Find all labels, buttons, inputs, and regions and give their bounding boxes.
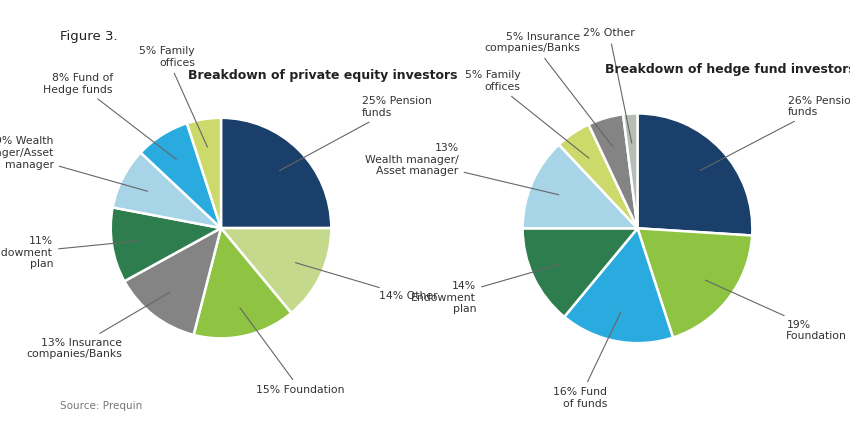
Text: 26% Pension
funds: 26% Pension funds: [700, 95, 850, 170]
Text: 2% Other: 2% Other: [583, 28, 635, 143]
Wedge shape: [523, 228, 638, 317]
Wedge shape: [564, 228, 673, 343]
Wedge shape: [110, 208, 221, 281]
Text: Breakdown of private equity investors: Breakdown of private equity investors: [188, 69, 457, 83]
Wedge shape: [558, 125, 638, 228]
Text: 14% Other: 14% Other: [296, 263, 438, 301]
Text: 25% Pension
funds: 25% Pension funds: [280, 96, 432, 171]
Text: 15% Foundation: 15% Foundation: [240, 308, 344, 395]
Wedge shape: [140, 123, 221, 228]
Text: 8% Fund of
Hedge funds: 8% Fund of Hedge funds: [43, 73, 176, 159]
Text: 14%
Endowment
plan: 14% Endowment plan: [411, 264, 560, 314]
Wedge shape: [221, 228, 332, 313]
Wedge shape: [523, 145, 638, 228]
Wedge shape: [194, 228, 292, 339]
Text: 9% Wealth
manager/Asset
manager: 9% Wealth manager/Asset manager: [0, 137, 148, 191]
Wedge shape: [124, 228, 221, 335]
Wedge shape: [221, 118, 332, 228]
Text: 5% Insurance
companies/Banks: 5% Insurance companies/Banks: [484, 32, 613, 147]
Text: 11%
Endowment
plan: 11% Endowment plan: [0, 236, 139, 269]
Text: 5% Family
offices: 5% Family offices: [139, 46, 207, 147]
Text: 5% Family
offices: 5% Family offices: [465, 70, 589, 158]
Wedge shape: [623, 113, 638, 228]
Wedge shape: [187, 118, 221, 228]
Text: 19%
Foundation: 19% Foundation: [706, 280, 847, 341]
Text: Figure 3.: Figure 3.: [60, 30, 117, 43]
Text: 13%
Wealth manager/
Asset manager: 13% Wealth manager/ Asset manager: [365, 143, 559, 195]
Wedge shape: [638, 113, 752, 235]
Wedge shape: [638, 228, 752, 338]
Text: 13% Insurance
companies/Banks: 13% Insurance companies/Banks: [26, 292, 170, 359]
Text: Source: Prequin: Source: Prequin: [60, 401, 142, 411]
Text: 16% Fund
of funds: 16% Fund of funds: [553, 312, 620, 408]
Text: Breakdown of hedge fund investors: Breakdown of hedge fund investors: [605, 63, 850, 76]
Wedge shape: [113, 153, 221, 228]
Wedge shape: [588, 114, 638, 228]
